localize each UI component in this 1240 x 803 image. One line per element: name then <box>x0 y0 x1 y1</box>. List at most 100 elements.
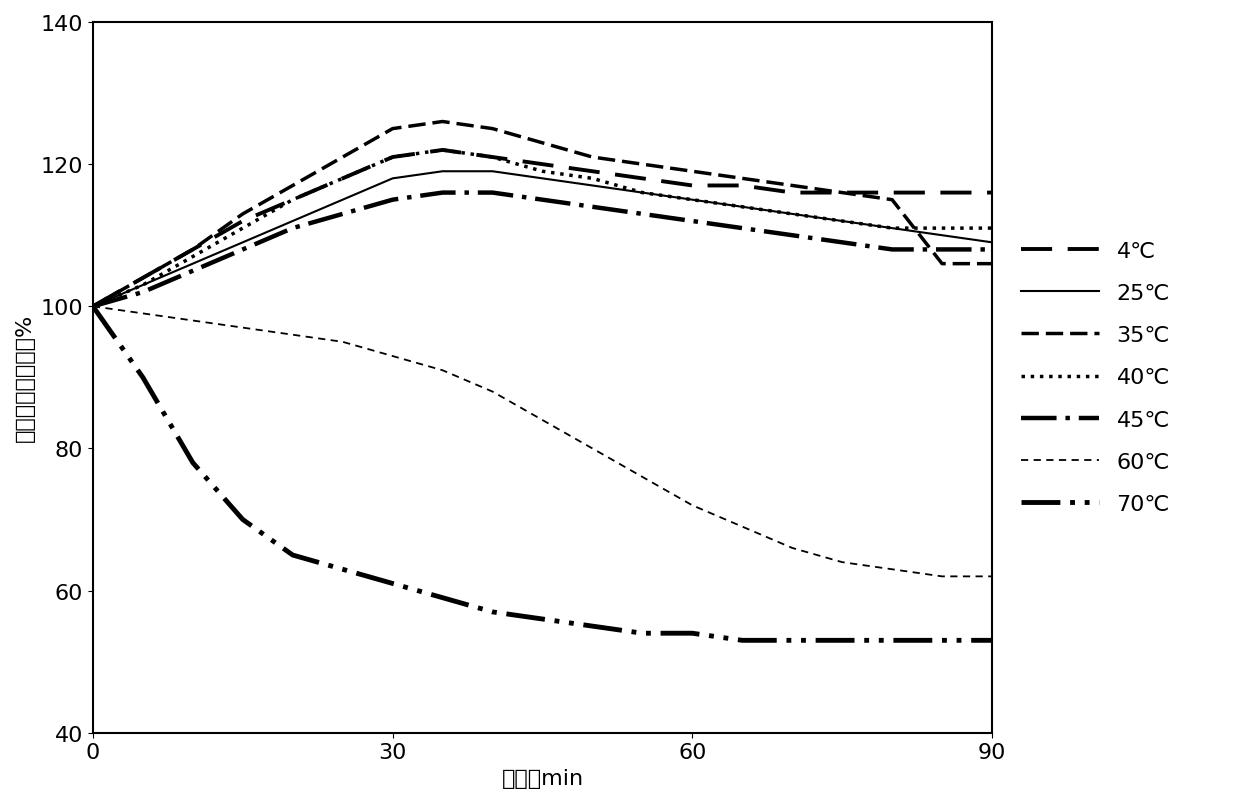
35℃ <box>585 153 600 163</box>
35℃ <box>635 160 650 169</box>
4℃ <box>236 217 250 226</box>
Line: 70℃: 70℃ <box>93 307 992 641</box>
40℃ <box>135 281 150 291</box>
60℃ <box>635 472 650 482</box>
25℃ <box>534 174 549 184</box>
40℃ <box>735 202 750 212</box>
Legend: 4℃, 25℃, 35℃, 40℃, 45℃, 60℃, 70℃: 4℃, 25℃, 35℃, 40℃, 45℃, 60℃, 70℃ <box>1012 233 1179 524</box>
60℃ <box>785 544 800 553</box>
45℃ <box>335 210 350 219</box>
70℃ <box>435 593 450 603</box>
70℃ <box>635 629 650 638</box>
40℃ <box>985 224 999 234</box>
60℃ <box>884 565 899 574</box>
25℃ <box>236 238 250 248</box>
35℃ <box>485 124 500 134</box>
40℃ <box>534 167 549 177</box>
70℃ <box>285 551 300 560</box>
35℃ <box>884 196 899 206</box>
4℃ <box>684 181 699 191</box>
25℃ <box>985 238 999 248</box>
25℃ <box>435 167 450 177</box>
40℃ <box>435 146 450 156</box>
45℃ <box>285 224 300 234</box>
4℃ <box>435 146 450 156</box>
70℃ <box>884 636 899 646</box>
60℃ <box>435 366 450 376</box>
35℃ <box>285 181 300 191</box>
70℃ <box>236 515 250 524</box>
40℃ <box>386 153 401 163</box>
X-axis label: 时间，min: 时间，min <box>501 768 584 788</box>
45℃ <box>935 245 950 255</box>
70℃ <box>86 302 100 312</box>
35℃ <box>785 181 800 191</box>
40℃ <box>835 217 849 226</box>
40℃ <box>935 224 950 234</box>
45℃ <box>86 302 100 312</box>
60℃ <box>935 572 950 581</box>
35℃ <box>435 117 450 127</box>
70℃ <box>386 579 401 589</box>
70℃ <box>735 636 750 646</box>
4℃ <box>86 302 100 312</box>
60℃ <box>386 352 401 361</box>
4℃ <box>785 189 800 198</box>
70℃ <box>684 629 699 638</box>
4℃ <box>285 196 300 206</box>
45℃ <box>585 202 600 212</box>
60℃ <box>835 557 849 567</box>
70℃ <box>135 373 150 383</box>
35℃ <box>335 153 350 163</box>
45℃ <box>635 210 650 219</box>
60℃ <box>534 416 549 426</box>
25℃ <box>86 302 100 312</box>
45℃ <box>835 238 849 248</box>
45℃ <box>684 217 699 226</box>
40℃ <box>785 210 800 219</box>
25℃ <box>884 224 899 234</box>
25℃ <box>835 217 849 226</box>
25℃ <box>185 259 200 269</box>
40℃ <box>86 302 100 312</box>
35℃ <box>236 210 250 219</box>
45℃ <box>485 189 500 198</box>
70℃ <box>335 565 350 574</box>
35℃ <box>86 302 100 312</box>
Line: 35℃: 35℃ <box>93 122 992 307</box>
25℃ <box>935 231 950 241</box>
45℃ <box>386 196 401 206</box>
70℃ <box>935 636 950 646</box>
60℃ <box>285 331 300 340</box>
4℃ <box>635 174 650 184</box>
45℃ <box>884 245 899 255</box>
Line: 25℃: 25℃ <box>93 172 992 307</box>
35℃ <box>835 189 849 198</box>
35℃ <box>684 167 699 177</box>
35℃ <box>935 259 950 269</box>
Line: 4℃: 4℃ <box>93 151 992 307</box>
4℃ <box>135 274 150 283</box>
40℃ <box>285 196 300 206</box>
35℃ <box>735 174 750 184</box>
60℃ <box>735 522 750 532</box>
45℃ <box>185 267 200 276</box>
4℃ <box>884 189 899 198</box>
45℃ <box>735 224 750 234</box>
40℃ <box>236 224 250 234</box>
4℃ <box>485 153 500 163</box>
Line: 60℃: 60℃ <box>93 307 992 577</box>
35℃ <box>534 139 549 149</box>
60℃ <box>485 387 500 397</box>
70℃ <box>485 607 500 617</box>
35℃ <box>985 259 999 269</box>
4℃ <box>534 160 549 169</box>
25℃ <box>485 167 500 177</box>
4℃ <box>935 189 950 198</box>
45℃ <box>785 231 800 241</box>
45℃ <box>985 245 999 255</box>
40℃ <box>884 224 899 234</box>
45℃ <box>135 288 150 298</box>
60℃ <box>135 309 150 319</box>
4℃ <box>386 153 401 163</box>
